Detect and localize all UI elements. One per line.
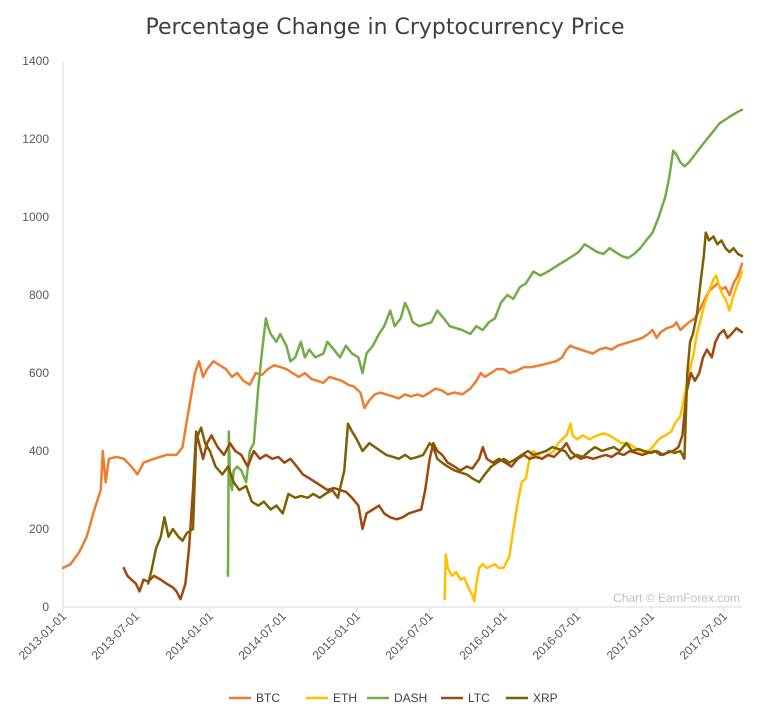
chart-title: Percentage Change in Cryptocurrency Pric…	[145, 15, 624, 40]
x-tick-label: 2014-01-01	[163, 609, 217, 663]
y-tick-label: 200	[29, 522, 49, 536]
y-tick-label: 800	[29, 288, 49, 302]
x-tick-label: 2017-07-01	[677, 609, 731, 663]
y-tick-label: 0	[42, 600, 49, 614]
series-lines	[61, 108, 744, 603]
legend-label-btc: BTC	[256, 691, 280, 705]
axes	[62, 61, 742, 608]
legend-label-dash: DASH	[394, 691, 427, 705]
x-tick-label: 2017-01-01	[604, 609, 658, 663]
x-tick-label: 2015-07-01	[382, 609, 436, 663]
y-tick-label: 1000	[22, 210, 49, 224]
y-tick-label: 600	[29, 366, 49, 380]
y-tick-label: 1400	[22, 54, 49, 68]
y-tick-label: 1200	[22, 132, 49, 146]
x-tick-label: 2013-01-01	[16, 609, 70, 663]
y-tick-label: 400	[29, 444, 49, 458]
x-tick-label: 2014-07-01	[236, 609, 290, 663]
x-tick-label: 2016-07-01	[530, 609, 584, 663]
y-axis-tick-labels: 0 200 400 600 800 1000 1200 1400	[22, 54, 49, 614]
legend-label-eth: ETH	[333, 691, 357, 705]
x-tick-label: 2016-01-01	[457, 609, 511, 663]
series-line-dash	[226, 108, 744, 578]
x-axis-tick-labels: 2013-01-01 2013-07-01 2014-01-01 2014-07-01…	[16, 607, 730, 663]
series-line-eth	[443, 270, 744, 603]
series-line-btc	[61, 262, 744, 570]
legend: BTC ETH DASH LTC XRP	[229, 691, 558, 705]
series-line-ltc	[122, 326, 744, 601]
series-line-xrp	[147, 231, 744, 585]
chart-watermark: Chart © EarnForex.com	[613, 591, 740, 605]
legend-label-ltc: LTC	[468, 691, 490, 705]
legend-label-xrp: XRP	[533, 691, 558, 705]
x-tick-label: 2015-01-01	[310, 609, 364, 663]
x-tick-label: 2013-07-01	[89, 609, 143, 663]
